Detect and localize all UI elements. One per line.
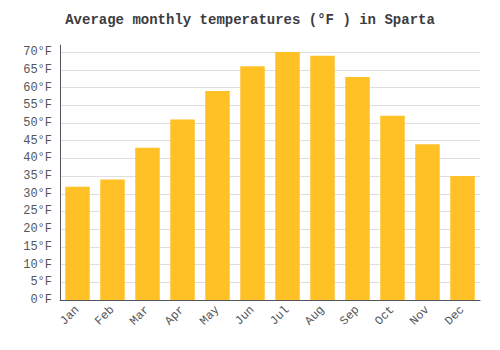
svg-text:30°F: 30°F	[23, 187, 52, 201]
svg-text:Dec: Dec	[442, 303, 467, 328]
svg-text:60°F: 60°F	[23, 81, 52, 95]
svg-text:Mar: Mar	[127, 303, 152, 328]
svg-text:Jun: Jun	[232, 303, 257, 328]
svg-text:40°F: 40°F	[23, 151, 52, 165]
svg-text:Oct: Oct	[372, 303, 397, 328]
svg-text:Jul: Jul	[267, 303, 292, 328]
svg-text:Apr: Apr	[162, 303, 187, 328]
svg-text:Sep: Sep	[337, 303, 362, 328]
svg-text:55°F: 55°F	[23, 98, 52, 112]
svg-text:25°F: 25°F	[23, 204, 52, 218]
svg-text:45°F: 45°F	[23, 134, 52, 148]
svg-text:Nov: Nov	[407, 303, 432, 328]
svg-text:Average monthly temperatures (: Average monthly temperatures (°F ) in Sp…	[65, 12, 435, 28]
svg-text:50°F: 50°F	[23, 116, 52, 130]
svg-text:15°F: 15°F	[23, 240, 52, 254]
svg-text:70°F: 70°F	[23, 45, 52, 59]
svg-text:0°F: 0°F	[30, 293, 52, 307]
svg-text:5°F: 5°F	[30, 275, 52, 289]
svg-text:65°F: 65°F	[23, 63, 52, 77]
svg-text:35°F: 35°F	[23, 169, 52, 183]
svg-text:Jan: Jan	[57, 303, 82, 328]
svg-text:Aug: Aug	[302, 303, 327, 328]
svg-text:20°F: 20°F	[23, 222, 52, 236]
svg-text:10°F: 10°F	[23, 258, 52, 272]
svg-text:May: May	[197, 303, 222, 328]
svg-text:Feb: Feb	[92, 303, 117, 328]
